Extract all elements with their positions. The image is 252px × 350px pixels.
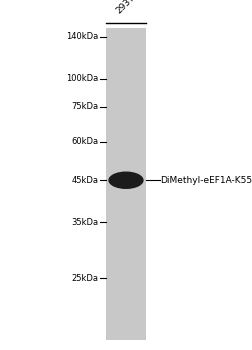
Text: DiMethyl-eEF1A-K55: DiMethyl-eEF1A-K55 [160, 176, 252, 185]
Text: 100kDa: 100kDa [66, 74, 98, 83]
Bar [106, 28, 146, 340]
Text: 35kDa: 35kDa [71, 218, 98, 227]
Text: 45kDa: 45kDa [71, 176, 98, 185]
Text: 293T: 293T [115, 0, 137, 16]
Text: 25kDa: 25kDa [71, 274, 98, 283]
Ellipse shape [108, 172, 144, 189]
Text: 140kDa: 140kDa [66, 32, 98, 41]
Text: 75kDa: 75kDa [71, 102, 98, 111]
Text: 60kDa: 60kDa [71, 137, 98, 146]
